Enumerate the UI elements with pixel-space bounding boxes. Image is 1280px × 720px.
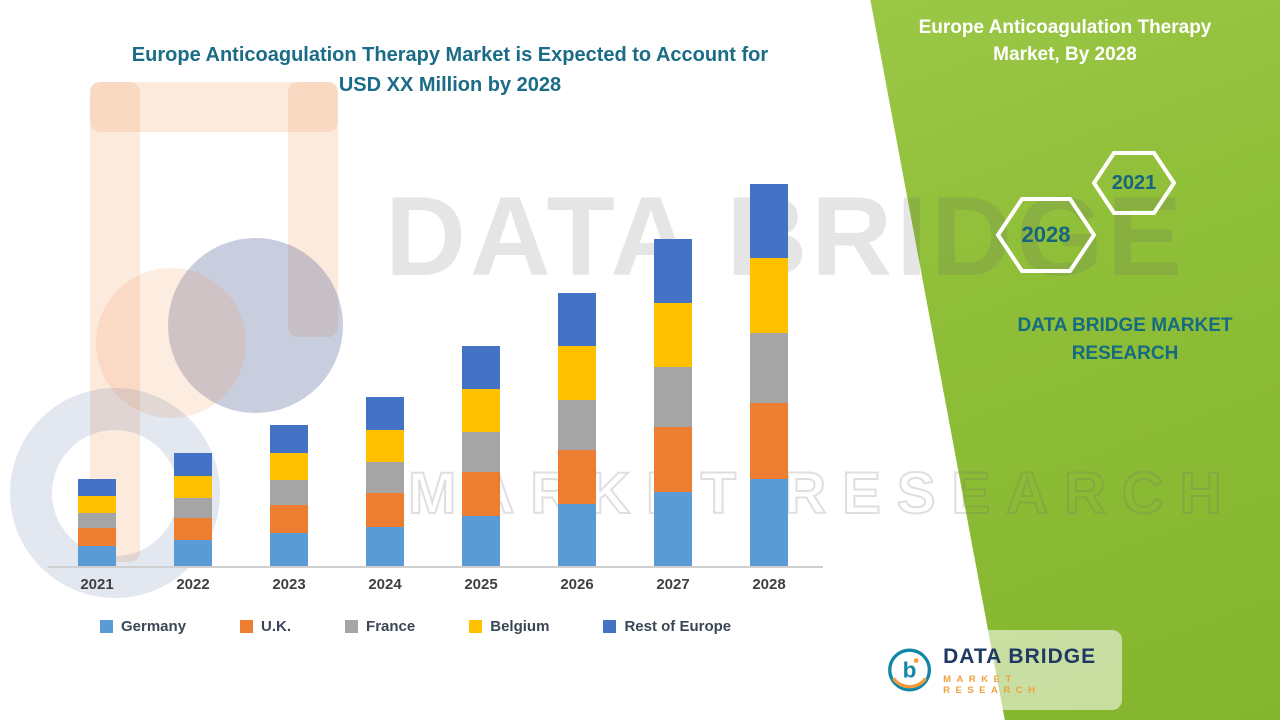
bar-segment-germany-2024	[366, 527, 404, 566]
legend-item-belgium: Belgium	[469, 618, 549, 635]
bar-segment-u-k-2026	[558, 450, 596, 504]
legend-swatch-france	[345, 620, 359, 633]
bar-segment-belgium-2025	[462, 389, 500, 432]
bar-segment-germany-2023	[270, 533, 308, 566]
bar-segment-rest-of-europe-2024	[366, 397, 404, 430]
bar-segment-u-k-2028	[750, 403, 788, 479]
x-label-2024: 2024	[368, 576, 402, 593]
x-label-2027: 2027	[656, 576, 690, 593]
legend-item-germany: Germany	[100, 618, 186, 635]
bar-segment-france-2028	[750, 333, 788, 403]
bar-2025	[462, 346, 500, 566]
plot-area	[78, 166, 788, 566]
bar-segment-germany-2025	[462, 516, 500, 566]
bar-segment-belgium-2028	[750, 258, 788, 333]
legend-swatch-belgium	[469, 620, 483, 633]
bar-segment-u-k-2027	[654, 427, 692, 492]
x-axis-line	[48, 566, 823, 568]
bar-segment-rest-of-europe-2021	[78, 479, 116, 496]
chart-legend: Germany U.K. France Belgium Rest of Europe	[100, 618, 731, 635]
legend-item-france: France	[345, 618, 415, 635]
side-panel-title-line1: Europe Anticoagulation Therapy	[918, 17, 1212, 38]
hexagon-2021-year: 2021	[1111, 171, 1157, 194]
bar-2021	[78, 479, 116, 566]
x-label-2022: 2022	[176, 576, 210, 593]
bar-segment-france-2025	[462, 432, 500, 472]
x-label-2023: 2023	[272, 576, 306, 593]
x-label-2026: 2026	[560, 576, 594, 593]
brand-caption-line1: DATA BRIDGE MARKET	[1017, 315, 1233, 336]
bar-segment-belgium-2027	[654, 303, 692, 367]
chart-title: Europe Anticoagulation Therapy Market is…	[70, 40, 830, 100]
legend-label-u-k: U.K.	[261, 618, 292, 635]
bar-segment-france-2027	[654, 367, 692, 427]
bar-2028	[750, 184, 788, 566]
bar-segment-france-2023	[270, 480, 308, 505]
legend-label-belgium: Belgium	[490, 618, 550, 635]
side-panel-title: Europe Anticoagulation Therapy Market, B…	[900, 14, 1230, 68]
bar-segment-rest-of-europe-2022	[174, 453, 212, 476]
legend-swatch-germany	[100, 620, 113, 633]
hexagon-2028: 2028	[996, 196, 1096, 274]
bar-segment-u-k-2025	[462, 472, 500, 516]
bar-segment-rest-of-europe-2027	[654, 239, 692, 303]
brand-caption-line2: RESEARCH	[1071, 343, 1179, 364]
bar-segment-belgium-2022	[174, 476, 212, 498]
bar-segment-france-2024	[366, 462, 404, 493]
hexagon-2021: 2021	[1092, 150, 1176, 216]
hexagon-outline-icon	[1092, 151, 1176, 215]
company-logo-name: DATA BRIDGE	[943, 644, 1097, 668]
legend-label-france: France	[366, 618, 416, 635]
bar-segment-u-k-2022	[174, 518, 212, 540]
bar-segment-belgium-2026	[558, 346, 596, 400]
bar-segment-u-k-2024	[366, 493, 404, 527]
legend-item-rest-of-europe: Rest of Europe	[603, 618, 731, 635]
company-logo-icon: b	[888, 648, 932, 692]
x-label-2028: 2028	[752, 576, 786, 593]
legend-item-u-k: U.K.	[240, 618, 291, 635]
company-logo: b DATA BRIDGE MARKET RESEARCH	[876, 630, 1122, 710]
legend-label-rest-of-europe: Rest of Europe	[624, 618, 732, 635]
x-axis-labels: 2021 2022 2023 2024 2025 2026 2027 2028	[62, 576, 804, 593]
company-logo-texts: DATA BRIDGE MARKET RESEARCH	[943, 645, 1112, 696]
legend-label-germany: Germany	[121, 618, 187, 635]
bar-segment-rest-of-europe-2028	[750, 184, 788, 258]
bar-segment-belgium-2024	[366, 430, 404, 462]
bar-segment-germany-2022	[174, 540, 212, 566]
bar-segment-france-2022	[174, 498, 212, 518]
bar-2024	[366, 397, 404, 566]
bar-2023	[270, 425, 308, 566]
hexagon-2028-year: 2028	[1021, 222, 1071, 247]
bar-segment-germany-2028	[750, 479, 788, 566]
bar-2027	[654, 239, 692, 566]
side-panel-title-line2: Market, By 2028	[993, 44, 1137, 65]
bar-segment-belgium-2023	[270, 453, 308, 480]
bar-segment-germany-2026	[558, 504, 596, 566]
bar-segment-france-2026	[558, 400, 596, 450]
company-logo-tagline: MARKET RESEARCH	[943, 673, 1041, 696]
bar-segment-france-2021	[78, 513, 116, 528]
x-label-2021: 2021	[80, 576, 114, 593]
bar-segment-rest-of-europe-2023	[270, 425, 308, 453]
legend-swatch-u-k	[240, 620, 254, 633]
svg-text:b: b	[903, 658, 917, 683]
chart-title-line1: Europe Anticoagulation Therapy Market is…	[131, 44, 769, 66]
bar-2026	[558, 293, 596, 566]
bar-segment-germany-2021	[78, 546, 116, 566]
hexagon-outline-icon	[996, 197, 1096, 273]
bar-segment-rest-of-europe-2025	[462, 346, 500, 389]
legend-swatch-rest-of-europe	[603, 620, 617, 633]
bar-segment-belgium-2021	[78, 496, 116, 513]
x-label-2025: 2025	[464, 576, 498, 593]
bar-segment-u-k-2023	[270, 505, 308, 533]
bar-2022	[174, 453, 212, 566]
bar-segment-u-k-2021	[78, 528, 116, 546]
bar-segment-rest-of-europe-2026	[558, 293, 596, 346]
brand-caption: DATA BRIDGE MARKET RESEARCH	[980, 312, 1270, 368]
chart-title-line2: USD XX Million by 2028	[338, 74, 562, 96]
bar-segment-germany-2027	[654, 492, 692, 566]
